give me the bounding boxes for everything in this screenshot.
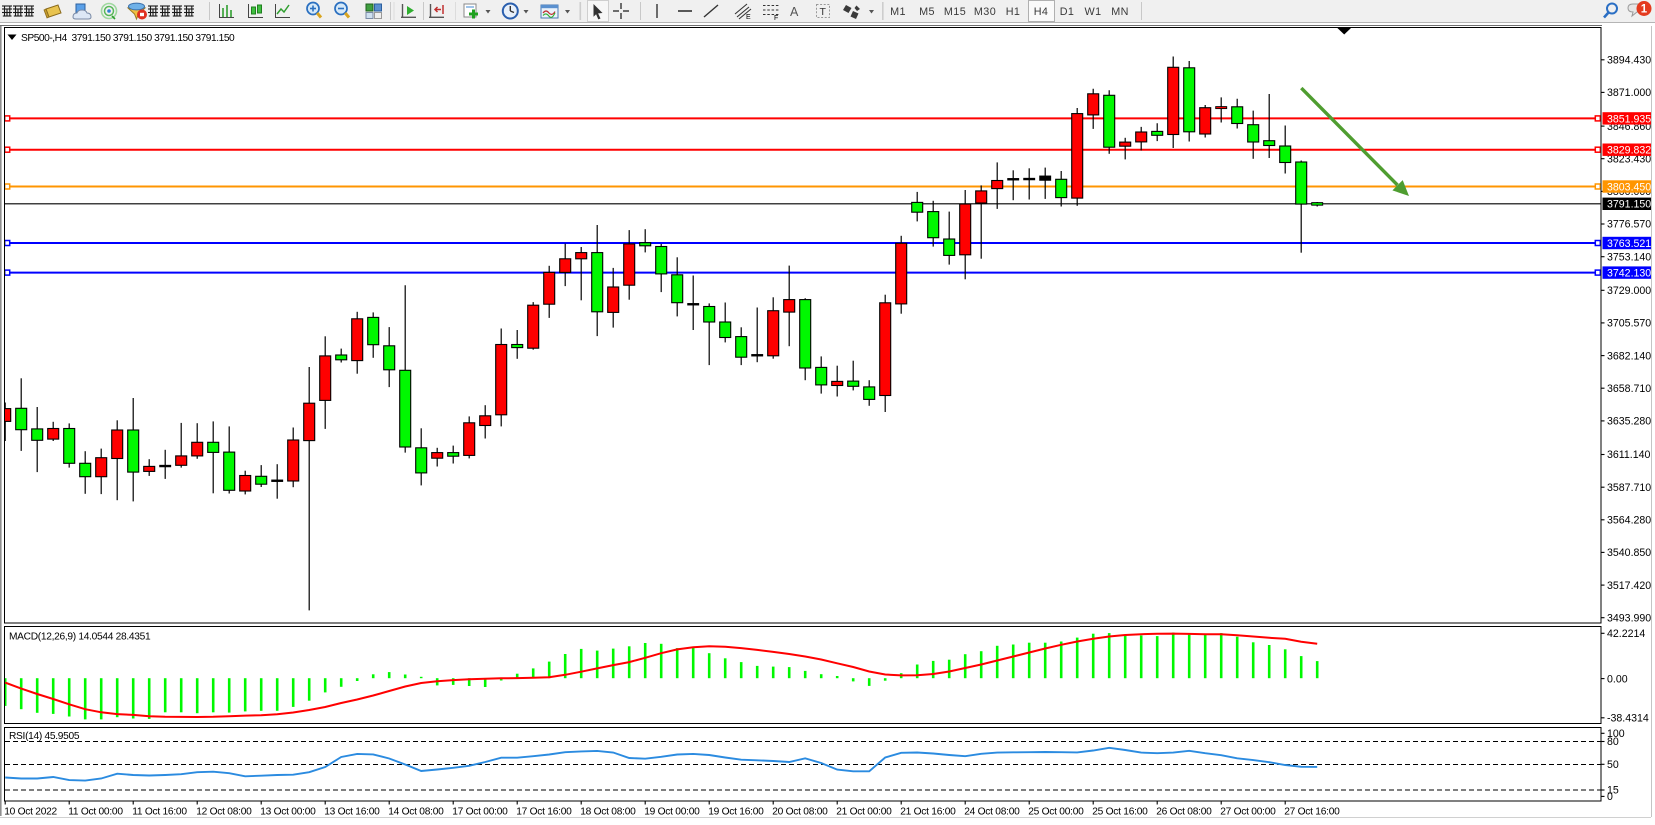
svg-text:A: A bbox=[790, 5, 799, 19]
svg-text:3894.430: 3894.430 bbox=[1607, 55, 1651, 67]
svg-text:3564.280: 3564.280 bbox=[1607, 515, 1651, 527]
svg-text:3871.000: 3871.000 bbox=[1607, 87, 1651, 99]
svg-text:0.00: 0.00 bbox=[1607, 673, 1628, 685]
svg-text:MACD(12,26,9) 14.0544 28.4351: MACD(12,26,9) 14.0544 28.4351 bbox=[9, 632, 151, 643]
svg-text:H1: H1 bbox=[1006, 6, 1021, 18]
svg-text:E: E bbox=[746, 14, 751, 21]
svg-text:13 Oct 16:00: 13 Oct 16:00 bbox=[324, 807, 380, 818]
svg-text:3829.832: 3829.832 bbox=[1607, 145, 1651, 157]
svg-text:RSI(14) 45.9505: RSI(14) 45.9505 bbox=[9, 731, 80, 742]
svg-text:12 Oct 08:00: 12 Oct 08:00 bbox=[196, 807, 252, 818]
svg-text:11 Oct 00:00: 11 Oct 00:00 bbox=[68, 807, 123, 818]
svg-text:21 Oct 00:00: 21 Oct 00:00 bbox=[836, 807, 892, 818]
svg-text:3493.990: 3493.990 bbox=[1607, 612, 1651, 624]
svg-text:21 Oct 16:00: 21 Oct 16:00 bbox=[900, 807, 956, 818]
svg-text:15: 15 bbox=[1607, 785, 1619, 797]
svg-text:3753.140: 3753.140 bbox=[1607, 251, 1651, 263]
svg-text:1: 1 bbox=[1641, 4, 1648, 16]
svg-text:3851.935: 3851.935 bbox=[1607, 113, 1651, 125]
svg-text:100: 100 bbox=[1607, 728, 1625, 740]
svg-text:3803.450: 3803.450 bbox=[1607, 181, 1651, 193]
svg-text:80: 80 bbox=[1607, 736, 1619, 748]
svg-text:3742.130: 3742.130 bbox=[1607, 268, 1651, 280]
svg-text:3823.430: 3823.430 bbox=[1607, 153, 1651, 165]
svg-text:11 Oct 16:00: 11 Oct 16:00 bbox=[132, 807, 187, 818]
svg-text:H4: H4 bbox=[1034, 6, 1049, 18]
svg-text:3763.521: 3763.521 bbox=[1607, 238, 1651, 250]
svg-text:F: F bbox=[774, 15, 778, 22]
svg-text:3729.000: 3729.000 bbox=[1607, 285, 1651, 297]
svg-text:D1: D1 bbox=[1060, 6, 1075, 18]
svg-text:3611.140: 3611.140 bbox=[1607, 449, 1651, 461]
svg-text:SP500-,H4 3791.150 3791.150 3: SP500-,H4 3791.150 3791.150 3791.150 379… bbox=[21, 33, 235, 44]
svg-text:10 Oct 2022: 10 Oct 2022 bbox=[4, 807, 57, 818]
svg-text:3517.420: 3517.420 bbox=[1607, 580, 1651, 592]
svg-text:50: 50 bbox=[1607, 759, 1619, 771]
svg-text:42.2214: 42.2214 bbox=[1607, 628, 1645, 640]
svg-text:M15: M15 bbox=[944, 6, 966, 18]
svg-text:3791.150: 3791.150 bbox=[1607, 199, 1651, 211]
svg-text:0: 0 bbox=[1607, 791, 1613, 803]
svg-text:19 Oct 16:00: 19 Oct 16:00 bbox=[708, 807, 764, 818]
svg-text:26 Oct 08:00: 26 Oct 08:00 bbox=[1156, 807, 1212, 818]
svg-text:3540.850: 3540.850 bbox=[1607, 547, 1651, 559]
svg-text:W1: W1 bbox=[1085, 6, 1102, 18]
svg-text:M1: M1 bbox=[890, 6, 906, 18]
svg-text:-38.4314: -38.4314 bbox=[1607, 713, 1649, 725]
svg-text:13 Oct 00:00: 13 Oct 00:00 bbox=[260, 807, 316, 818]
svg-text:MN: MN bbox=[1111, 6, 1129, 18]
svg-text:24 Oct 08:00: 24 Oct 08:00 bbox=[964, 807, 1020, 818]
svg-text:3705.570: 3705.570 bbox=[1607, 318, 1651, 330]
svg-text:14 Oct 08:00: 14 Oct 08:00 bbox=[388, 807, 444, 818]
svg-text:3776.570: 3776.570 bbox=[1607, 219, 1651, 231]
svg-text:25 Oct 00:00: 25 Oct 00:00 bbox=[1028, 807, 1084, 818]
svg-text:18 Oct 08:00: 18 Oct 08:00 bbox=[580, 807, 636, 818]
svg-text:17 Oct 16:00: 17 Oct 16:00 bbox=[516, 807, 572, 818]
svg-text:3682.140: 3682.140 bbox=[1607, 350, 1651, 362]
svg-text:19 Oct 00:00: 19 Oct 00:00 bbox=[644, 807, 700, 818]
svg-text:3587.710: 3587.710 bbox=[1607, 482, 1651, 494]
svg-text:20 Oct 08:00: 20 Oct 08:00 bbox=[772, 807, 828, 818]
svg-text:M30: M30 bbox=[974, 6, 996, 18]
svg-text:27 Oct 00:00: 27 Oct 00:00 bbox=[1220, 807, 1276, 818]
svg-text:T: T bbox=[820, 6, 827, 18]
svg-text:17 Oct 00:00: 17 Oct 00:00 bbox=[452, 807, 508, 818]
svg-text:25 Oct 16:00: 25 Oct 16:00 bbox=[1092, 807, 1148, 818]
svg-text:27 Oct 16:00: 27 Oct 16:00 bbox=[1284, 807, 1340, 818]
svg-text:3635.280: 3635.280 bbox=[1607, 416, 1651, 428]
svg-text:3658.710: 3658.710 bbox=[1607, 383, 1651, 395]
svg-text:M5: M5 bbox=[919, 6, 935, 18]
